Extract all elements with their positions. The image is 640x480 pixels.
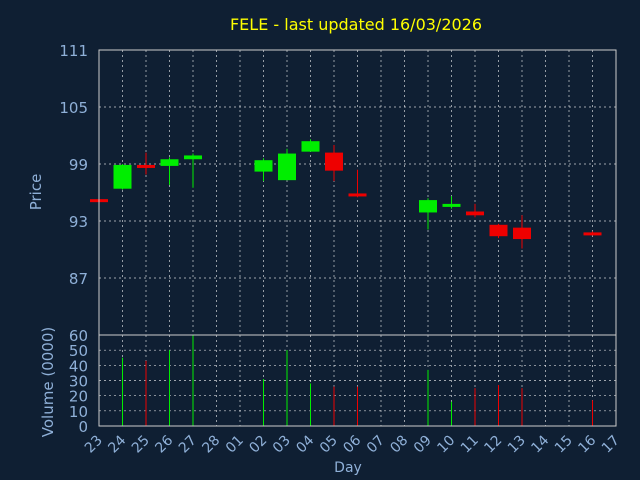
- volume-axis-label: Volume (0000): [39, 327, 57, 437]
- price-tick-label: 93: [69, 213, 88, 231]
- candle-body: [466, 211, 484, 216]
- candle-body: [278, 153, 296, 181]
- candle-body: [442, 203, 461, 207]
- candle-body: [419, 200, 437, 213]
- x-tick-labels: 23 24 25 26 27 28 01 02 03 04 05 06 07 08 09 10 11 12 13 14…: [82, 432, 623, 456]
- candle-body: [301, 141, 320, 152]
- volume-tick-label: 0: [78, 418, 88, 436]
- price-axis-label: Price: [27, 174, 45, 211]
- candle-body: [160, 159, 179, 166]
- price-tick-label: 87: [69, 270, 88, 288]
- candle-body: [113, 164, 132, 189]
- volume-tick-label: 20: [69, 388, 88, 406]
- price-tick-label: 111: [59, 42, 88, 60]
- volume-tick-label: 50: [69, 342, 88, 360]
- candle-body: [348, 193, 367, 197]
- volume-tick-label: 30: [69, 373, 88, 391]
- price-tick-labels: 111 105 99 93 87: [59, 42, 88, 288]
- candle-body: [489, 224, 508, 237]
- x-axis-label: Day: [334, 460, 362, 476]
- candle-body: [325, 152, 343, 171]
- candle-body: [254, 160, 273, 172]
- volume-tick-label: 10: [69, 403, 88, 421]
- chart-title: FELE - last updated 16/03/2026: [230, 15, 482, 34]
- volume-panel-frame: [98, 334, 617, 427]
- volume-tick-label: 60: [69, 327, 88, 345]
- candlestick-series: [90, 139, 602, 249]
- candle-body: [583, 232, 602, 236]
- candle-body: [184, 155, 202, 160]
- volume-series: [122, 335, 593, 426]
- candle-body: [513, 227, 531, 240]
- price-tick-label: 99: [69, 156, 88, 174]
- price-tick-label: 105: [59, 99, 88, 117]
- volume-tick-label: 40: [69, 357, 88, 375]
- candle-body: [137, 164, 155, 168]
